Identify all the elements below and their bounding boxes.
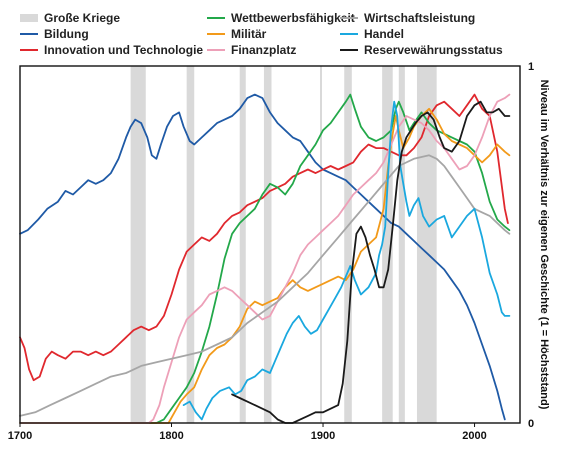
legend-item-wettbewerbsfaehigkeit: Wettbewerbsfähigkeit — [207, 11, 355, 25]
war-bands — [130, 66, 437, 423]
x-tick-label-1900: 1900 — [311, 430, 335, 442]
legend-item-reservewaehrungsstatus: Reservewährungsstatus — [340, 43, 503, 57]
series-line-wirtschaftsleistung — [19, 154, 511, 417]
legend: Große Kriege Bildung Innovation und Techno… — [20, 11, 503, 57]
series-line-wettbewerbsfaehigkeit — [19, 93, 511, 424]
legend-label: Reservewährungsstatus — [364, 43, 503, 57]
axis-ticks: 1700 1800 1900 2000 0 1 — [8, 61, 534, 442]
war-band-4 — [320, 66, 322, 423]
war-band-5 — [344, 66, 352, 423]
x-tick-label-2000: 2000 — [462, 430, 486, 442]
war-band-2 — [239, 66, 246, 423]
legend-label: Wettbewerbsfähigkeit — [231, 11, 355, 25]
war-band-8 — [416, 66, 437, 423]
war-band-1 — [186, 66, 195, 423]
legend-item-bildung: Bildung — [20, 27, 89, 41]
legend-label: Innovation und Technologie — [44, 43, 203, 57]
legend-item-grosse-kriege: Große Kriege — [20, 11, 120, 25]
plot-frame — [19, 65, 521, 424]
war-band-3 — [263, 66, 272, 423]
war-band-7 — [398, 66, 405, 423]
y-tick-label-0: 0 — [528, 418, 534, 430]
legend-item-finanzplatz: Finanzplatz — [207, 43, 296, 57]
legend-label: Finanzplatz — [231, 43, 296, 57]
war-band-6 — [382, 66, 393, 423]
legend-label: Militär — [231, 27, 267, 41]
y-tick-label-1: 1 — [528, 61, 534, 73]
legend-item-wirtschaftsleistung: Wirtschaftsleistung — [340, 11, 475, 25]
series-line-bildung — [19, 93, 506, 421]
series-line-militaer — [19, 107, 511, 424]
legend-item-handel: Handel — [340, 27, 404, 41]
legend-label: Handel — [364, 27, 404, 41]
y-axis-label: Niveau im Verhältnis zur eigenen Geschic… — [538, 80, 550, 410]
legend-item-militaer: Militär — [207, 27, 267, 41]
legend-label: Wirtschaftsleistung — [364, 11, 475, 25]
war-band-0 — [130, 66, 146, 423]
x-tick-label-1700: 1700 — [8, 430, 32, 442]
legend-item-innovation-und-technologie: Innovation und Technologie — [20, 43, 203, 57]
series-line-handel — [182, 100, 511, 421]
legend-label: Bildung — [44, 27, 89, 41]
x-tick-label-1800: 1800 — [159, 430, 183, 442]
legend-swatch — [20, 14, 38, 22]
series-line-finanzplatz — [19, 93, 511, 424]
legend-label: Große Kriege — [44, 11, 120, 25]
